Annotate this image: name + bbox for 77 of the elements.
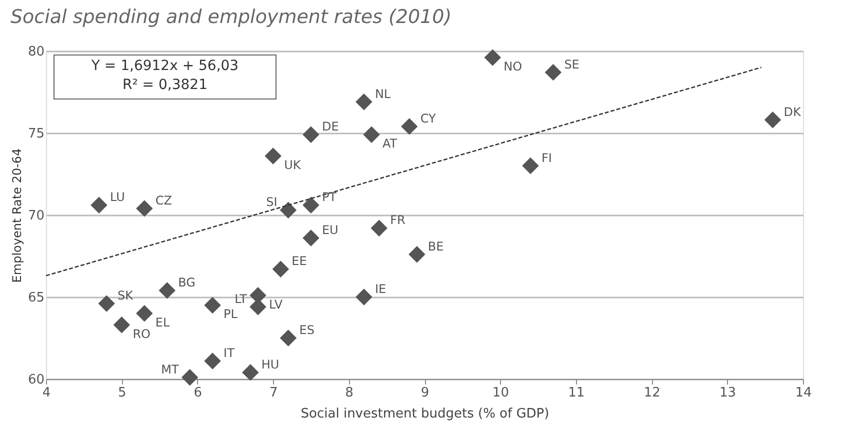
annotation: CY: [420, 111, 437, 126]
point: [400, 118, 418, 135]
annotation: RO: [132, 326, 150, 341]
annotation: R² = 0,3821: [122, 77, 208, 93]
x-tick-label: 6: [194, 386, 202, 400]
x-tick-label: 14: [795, 386, 812, 400]
annotation: Y = 1,6912x + 56,03: [90, 58, 239, 74]
point: [136, 305, 153, 322]
annotation: LU: [110, 190, 125, 204]
x-tick-label: 8: [345, 386, 354, 400]
annotation: BG: [178, 275, 196, 290]
annotation: DE: [322, 120, 339, 134]
annotation: FI: [541, 150, 552, 165]
annotation: IT: [224, 346, 236, 360]
annotation: LV: [268, 297, 284, 312]
x-tick-label: 13: [720, 386, 736, 400]
point: [113, 316, 130, 334]
point: [280, 202, 297, 218]
annotation: CZ: [155, 193, 172, 208]
point: [356, 288, 372, 306]
annotation: FR: [390, 213, 406, 228]
annotation: ES: [299, 323, 314, 337]
annotation: AT: [382, 136, 398, 151]
y-tick-label: 60: [28, 372, 44, 388]
annotation: PL: [224, 307, 238, 322]
y-tick-label: 65: [28, 290, 44, 306]
annotation: IE: [374, 282, 386, 296]
point: [181, 368, 198, 386]
annotation: LT: [234, 292, 248, 306]
point: [302, 196, 320, 214]
x-tick-label: 10: [492, 386, 509, 400]
annotation: NO: [504, 60, 522, 74]
annotation: EE: [292, 254, 307, 268]
annotation: PT: [322, 190, 338, 204]
point: [280, 330, 297, 346]
point: [356, 93, 372, 110]
point: [98, 295, 115, 312]
chart-title: Social spending and employment rates (2010): [10, 6, 452, 28]
annotation: EU: [322, 222, 338, 237]
point: [302, 230, 320, 246]
x-tick-label: 9: [420, 386, 430, 400]
point: [544, 64, 562, 81]
y-tick-label: 70: [28, 208, 44, 224]
annotation: HU: [261, 357, 280, 372]
y-axis-title: Employent Rate 20-64: [10, 148, 24, 283]
point: [264, 148, 282, 164]
annotation: SK: [118, 288, 134, 303]
annotation: SE: [564, 57, 580, 72]
point: [204, 352, 221, 370]
annotation: SI: [266, 195, 278, 210]
x-tick-label: 11: [568, 386, 585, 400]
x-tick-label: 7: [269, 386, 278, 400]
x-tick-label: 4: [42, 386, 51, 400]
point: [242, 364, 259, 381]
x-axis-title: Social investment budgets (% of GDP): [300, 406, 550, 422]
x-tick-label: 5: [118, 386, 126, 400]
point: [90, 196, 108, 214]
annotation: BE: [428, 239, 444, 254]
point: [302, 126, 320, 144]
point: [484, 49, 501, 66]
annotation: NL: [374, 86, 391, 101]
point: [204, 296, 221, 314]
y-tick-label: 75: [28, 126, 44, 142]
annotation: EL: [155, 315, 170, 330]
point: [370, 220, 388, 236]
point: [136, 200, 153, 217]
point: [522, 157, 539, 174]
y-tick-label: 80: [28, 44, 44, 60]
annotation: MT: [161, 362, 180, 376]
point: [408, 246, 426, 263]
point: [363, 126, 380, 144]
point: [764, 112, 782, 128]
annotation: DK: [784, 104, 802, 119]
point: [158, 282, 176, 299]
x-tick-label: 12: [644, 386, 660, 400]
annotation: UK: [284, 158, 302, 172]
point: [272, 260, 290, 278]
